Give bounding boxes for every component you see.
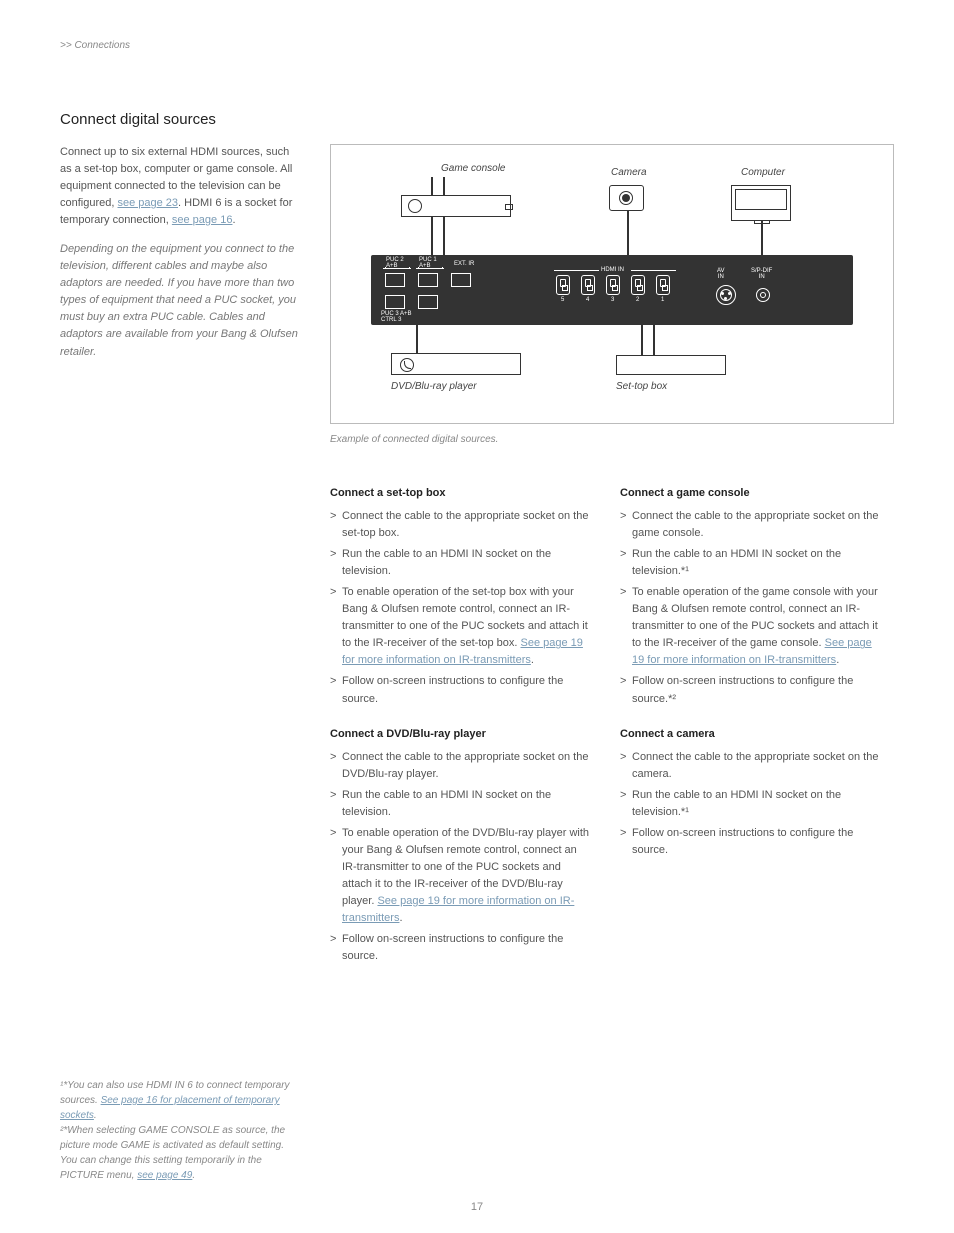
list-item: Run the cable to an HDMI IN socket on th… — [620, 546, 880, 580]
list-item: Run the cable to an HDMI IN socket on th… — [330, 787, 590, 821]
label-camera: Camera — [611, 167, 647, 178]
device-camera — [609, 185, 644, 211]
list-item: Connect the cable to the appropriate soc… — [620, 749, 880, 783]
label-game-console: Game console — [441, 163, 505, 174]
panel-label-h4: 4 — [586, 297, 589, 303]
list-item: To enable operation of the game console … — [620, 584, 880, 669]
list-item: Connect the cable to the appropriate soc… — [620, 508, 880, 542]
port-av-in — [716, 285, 736, 305]
link-page-16[interactable]: see page 16 — [172, 214, 233, 226]
list-item: To enable operation of the DVD/Blu-ray p… — [330, 825, 590, 927]
intro-column: Connect up to six external HDMI sources,… — [60, 144, 300, 445]
heading-dvd: Connect a DVD/Blu-ray player — [330, 726, 590, 743]
link-ir-transmitters[interactable]: See page 19 for more information on IR-t… — [342, 895, 574, 924]
panel-label-h2: 2 — [636, 297, 639, 303]
breadcrumb: >> Connections — [60, 40, 894, 51]
panel-label-spdif: S/P-DIF IN — [751, 268, 772, 280]
heading-stb: Connect a set-top box — [330, 485, 590, 502]
panel-label-h3: 3 — [611, 297, 614, 303]
label-dvd: DVD/Blu-ray player — [391, 381, 477, 392]
label-computer: Computer — [741, 167, 785, 178]
list-item: To enable operation of the set-top box w… — [330, 584, 590, 669]
panel-label-avin: AV IN — [717, 268, 725, 280]
intro-text: . — [232, 214, 235, 226]
port-hdmi-2 — [631, 275, 645, 295]
tv-rear-panel: PUC 2 A+B PUC 1 A+B EXT. IR PUC 3 A+B CT… — [371, 255, 853, 325]
panel-label-puc3: PUC 3 A+B CTRL 3 — [381, 311, 412, 323]
link-page-49[interactable]: see page 49 — [137, 1170, 192, 1181]
panel-label-hdmiin: HDMI IN — [601, 267, 624, 273]
list-item: Follow on-screen instructions to configu… — [620, 673, 880, 707]
intro-note: Depending on the equipment you connect t… — [60, 241, 300, 360]
panel-label-h1: 1 — [661, 297, 664, 303]
list-item: Connect the cable to the appropriate soc… — [330, 508, 590, 542]
port-hdmi-4 — [581, 275, 595, 295]
port-hdmi-3 — [606, 275, 620, 295]
list-item: Follow on-screen instructions to configu… — [330, 673, 590, 707]
list-item: Run the cable to an HDMI IN socket on th… — [620, 787, 880, 821]
link-page-23[interactable]: see page 23 — [117, 197, 178, 209]
port-puc2 — [385, 273, 405, 287]
list-item: Follow on-screen instructions to configu… — [330, 931, 590, 965]
port-puc3-a — [385, 295, 405, 309]
column-left: Connect a set-top box Connect the cable … — [330, 485, 590, 983]
port-puc1 — [418, 273, 438, 287]
column-right: Connect a game console Connect the cable… — [620, 485, 880, 983]
connection-diagram: Game console Camera Computer PUC 2 A+B — [330, 144, 894, 424]
port-spdif — [756, 288, 770, 302]
device-dvd — [391, 353, 521, 375]
port-hdmi-5 — [556, 275, 570, 295]
diagram-caption: Example of connected digital sources. — [330, 434, 894, 445]
device-game-console — [401, 195, 511, 217]
port-extir — [451, 273, 471, 287]
list-item: Connect the cable to the appropriate soc… — [330, 749, 590, 783]
label-stb: Set-top box — [616, 381, 667, 392]
page-title: Connect digital sources — [60, 111, 894, 128]
page-number: 17 — [0, 1201, 954, 1213]
list-item: Run the cable to an HDMI IN socket on th… — [330, 546, 590, 580]
footnotes: ¹*You can also use HDMI IN 6 to connect … — [60, 1078, 300, 1183]
list-item: Follow on-screen instructions to configu… — [620, 825, 880, 859]
heading-game: Connect a game console — [620, 485, 880, 502]
panel-label-h5: 5 — [561, 297, 564, 303]
device-computer — [731, 185, 791, 221]
device-stb — [616, 355, 726, 375]
panel-label-extir: EXT. IR — [454, 261, 474, 267]
port-puc3-b — [418, 295, 438, 309]
port-hdmi-1 — [656, 275, 670, 295]
heading-camera: Connect a camera — [620, 726, 880, 743]
